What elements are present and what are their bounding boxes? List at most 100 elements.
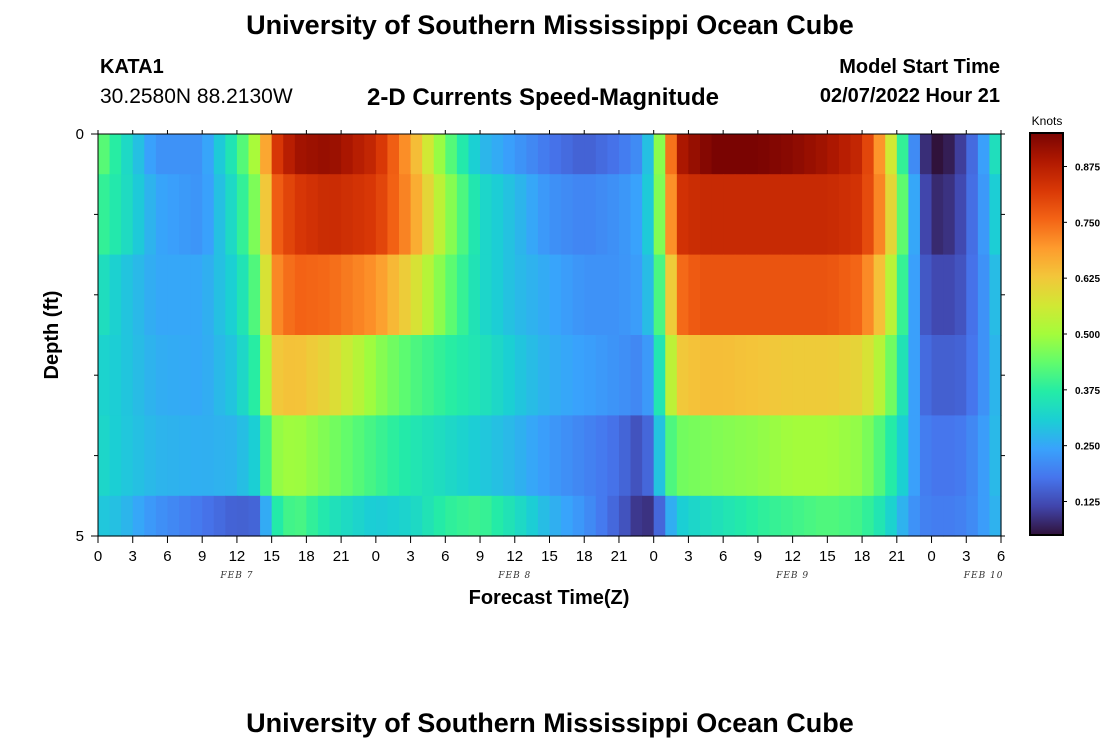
heatmap-cell [549,415,562,497]
heatmap-cell [688,254,701,336]
heatmap-cell [526,174,539,256]
heatmap-cell [595,495,608,537]
heatmap-cell [746,495,759,537]
heatmap-cell [213,415,226,497]
heatmap-cell [317,174,331,256]
heatmap-cell [815,495,828,537]
colorbar-tick-label: 0.750 [1075,218,1100,229]
footer-title: University of Southern Mississippi Ocean… [246,708,854,738]
heatmap-cell [480,134,493,175]
heatmap-cell [862,495,875,537]
heatmap-cell [618,174,632,256]
heatmap-cell [815,335,828,416]
heatmap-cell [514,415,527,497]
x-tick-label: 21 [888,548,905,565]
heatmap-cell [700,174,713,256]
heatmap-cell [445,174,458,256]
heatmap-cell [109,254,122,336]
heatmap-cell [399,495,412,537]
heatmap-cell [480,335,493,416]
heatmap-cell [838,495,852,537]
heatmap-cell [966,134,979,175]
heatmap-cell [572,495,585,537]
date-label: FEB 10 [963,571,1004,581]
heatmap-cell [618,415,632,497]
heatmap-cell [746,174,759,256]
heatmap-cell [491,495,504,537]
heatmap-cell [734,174,747,256]
heatmap-cell [98,415,111,497]
heatmap-cell [329,254,342,336]
heatmap-cell [410,254,423,336]
heatmap-cell [873,415,886,497]
heatmap-cell [190,254,203,336]
heatmap-cell [352,495,365,537]
heatmap-cell [792,134,805,175]
heatmap-cell [711,174,724,256]
heatmap-cell [98,254,111,336]
heatmap-cell [503,495,516,537]
heatmap-cell [804,335,817,416]
heatmap-cell [561,254,574,336]
heatmap-cell [271,495,284,537]
heatmap-cell [236,335,250,416]
heatmap-cell [132,254,145,336]
heatmap-cell [179,134,192,175]
heatmap-cell [248,415,261,497]
heatmap-cell [630,254,643,336]
colorbar-tick-label: 0.375 [1075,386,1100,397]
heatmap-cell [410,495,423,537]
heatmap-cell [827,415,840,497]
heatmap-cell [445,254,458,336]
heatmap-cell [422,134,435,175]
heatmap-cell [943,134,956,175]
heatmap-cell [190,174,203,256]
heatmap-cell [676,254,690,336]
heatmap-cell [202,254,215,336]
heatmap-cell [144,134,157,175]
heatmap-cell [341,415,354,497]
colorbar: Knots 0.125 0.250 0.375 0.500 0.625 0.750 0.87… [1029,114,1100,536]
y-tick-label: 5 [76,528,84,545]
heatmap-cell [109,415,122,497]
heatmap-cell [341,254,354,336]
heatmap-cell [306,254,319,336]
heatmap-cell [688,415,701,497]
heatmap-cell [422,174,435,256]
heatmap-cell [931,174,944,256]
heatmap-cell [468,335,481,416]
heatmap-cell [711,335,724,416]
heatmap-cell [908,335,921,416]
heatmap-cell [399,134,412,175]
heatmap-cell [271,134,284,175]
heatmap-cell [179,335,192,416]
heatmap-cell [514,134,527,175]
heatmap-cell [642,174,655,256]
heatmap-cell [549,495,562,537]
heatmap-cell [607,415,620,497]
heatmap-cell [618,134,632,175]
heatmap-cell [433,415,446,497]
heatmap-cell [954,415,967,497]
x-tick-label: 0 [94,548,102,565]
heatmap-cell [757,134,771,175]
heatmap-cell [422,254,435,336]
heatmap-cell [781,134,794,175]
heatmap-cell [977,335,991,416]
heatmap-cell [225,174,238,256]
heatmap-cell [167,415,180,497]
heatmap-cell [630,335,643,416]
x-tick-label: 15 [263,548,280,565]
heatmap-cell [155,134,169,175]
heatmap-cell [271,254,284,336]
heatmap-cell [271,335,284,416]
heatmap-cell [607,174,620,256]
heatmap-cell [549,174,562,256]
heatmap-cell [838,254,852,336]
heatmap-cell [896,254,909,336]
heatmap-cell [537,174,551,256]
heatmap-cell [236,495,250,537]
heatmap-cell [931,254,944,336]
heatmap-cell [202,174,215,256]
heatmap-cell [480,174,493,256]
